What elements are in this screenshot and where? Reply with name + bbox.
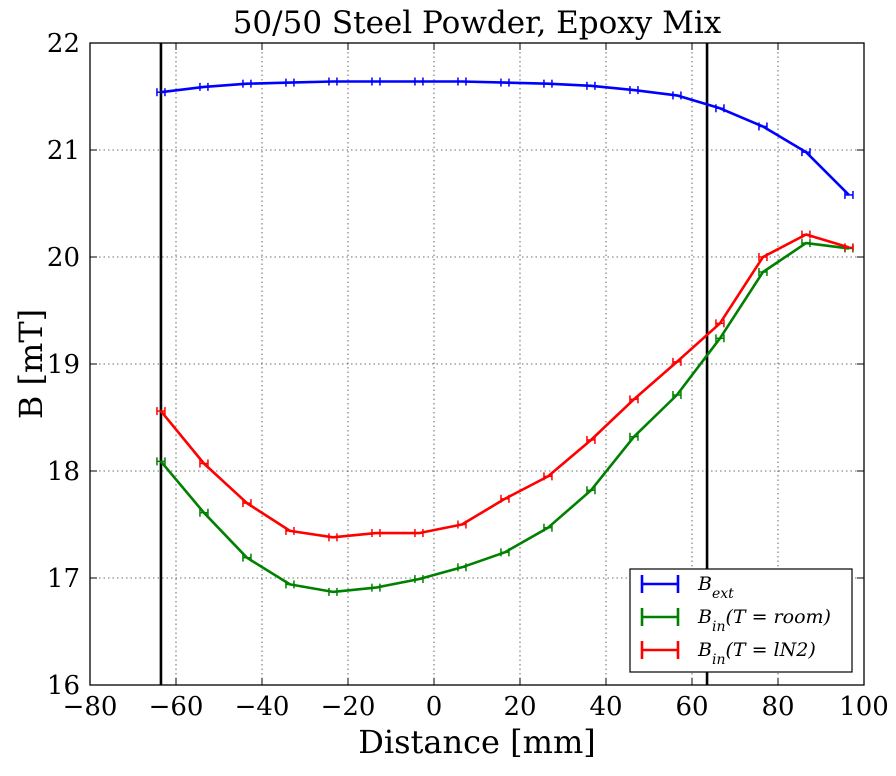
x-tick-label: −60 <box>149 692 204 722</box>
data-point <box>500 78 510 87</box>
data-point <box>199 82 209 91</box>
x-tick-label: −80 <box>63 692 118 722</box>
data-point <box>242 79 252 88</box>
legend-label: Bext <box>697 573 734 602</box>
data-series <box>156 77 854 596</box>
data-point <box>414 529 424 538</box>
chart-title: 50/50 Steel Powder, Epoxy Mix <box>233 5 722 41</box>
y-tick-label: 20 <box>47 243 80 273</box>
data-point <box>457 520 467 529</box>
data-point <box>629 86 639 95</box>
y-axis-label: B [mT] <box>12 309 50 419</box>
data-point <box>457 563 467 572</box>
data-point <box>715 319 725 328</box>
x-tick-label: 0 <box>426 692 443 722</box>
x-tick-label: −20 <box>321 692 376 722</box>
data-point <box>457 77 467 86</box>
series-2 <box>156 230 854 542</box>
data-point <box>586 486 596 495</box>
x-tick-label: 40 <box>589 692 622 722</box>
legend-label: Bin(T = room) <box>697 606 831 635</box>
data-point <box>156 457 166 466</box>
data-point <box>242 499 252 508</box>
y-tick-label: 17 <box>47 564 80 594</box>
data-point <box>543 472 553 481</box>
data-point <box>242 553 252 562</box>
x-tick-label: 60 <box>675 692 708 722</box>
x-tick-label: −40 <box>235 692 290 722</box>
y-tick-label: 22 <box>47 29 80 59</box>
data-point <box>672 91 682 100</box>
legend-box <box>629 568 853 673</box>
y-tick-label: 16 <box>47 671 80 701</box>
data-point <box>801 230 811 239</box>
x-tick-label: 20 <box>503 692 536 722</box>
x-axis-label: Distance [mm] <box>358 723 596 761</box>
data-point <box>285 580 295 589</box>
data-point <box>758 122 768 131</box>
data-point <box>586 81 596 90</box>
data-point <box>371 529 381 538</box>
data-point <box>715 104 725 113</box>
series-1 <box>156 239 854 596</box>
data-point <box>844 190 854 199</box>
axis-ticks <box>89 42 865 686</box>
legend: Bext Bin(T = room) Bin(T = lN2) <box>629 568 853 673</box>
data-point <box>285 526 295 535</box>
data-point <box>156 407 166 416</box>
series-0 <box>156 77 854 199</box>
data-point <box>801 239 811 248</box>
data-point <box>543 523 553 532</box>
data-point <box>715 334 725 343</box>
data-point <box>629 395 639 404</box>
data-point <box>758 267 768 276</box>
y-tick-label: 18 <box>47 457 80 487</box>
data-point <box>500 494 510 503</box>
data-point <box>371 583 381 592</box>
x-tick-label: 100 <box>839 692 889 722</box>
x-tick-label: 80 <box>761 692 794 722</box>
data-point <box>801 148 811 157</box>
legend-item: Bext <box>640 573 734 602</box>
data-point <box>758 253 768 261</box>
tick-labels: −80 −60 −40 −20 0 20 40 60 80 100 16 17 18 19 20 21 22 <box>47 29 889 722</box>
data-point <box>414 575 424 584</box>
data-point <box>629 432 639 441</box>
data-point <box>199 508 209 517</box>
y-tick-label: 19 <box>47 350 80 380</box>
legend-item: Bin(T = room) <box>640 606 831 635</box>
data-point <box>543 79 553 88</box>
data-point <box>156 88 166 97</box>
data-point <box>199 459 209 468</box>
legend-item: Bin(T = lN2) <box>640 639 816 668</box>
data-point <box>672 391 682 400</box>
data-point <box>328 533 338 542</box>
data-point <box>500 548 510 557</box>
data-point <box>414 77 424 86</box>
y-tick-label: 21 <box>47 136 80 166</box>
data-point <box>586 435 596 444</box>
legend-label: Bin(T = lN2) <box>697 639 816 668</box>
data-point <box>672 357 682 366</box>
data-point <box>285 78 295 87</box>
data-point <box>328 77 338 86</box>
data-point <box>371 77 381 86</box>
data-point <box>328 587 338 596</box>
data-point <box>844 243 854 252</box>
